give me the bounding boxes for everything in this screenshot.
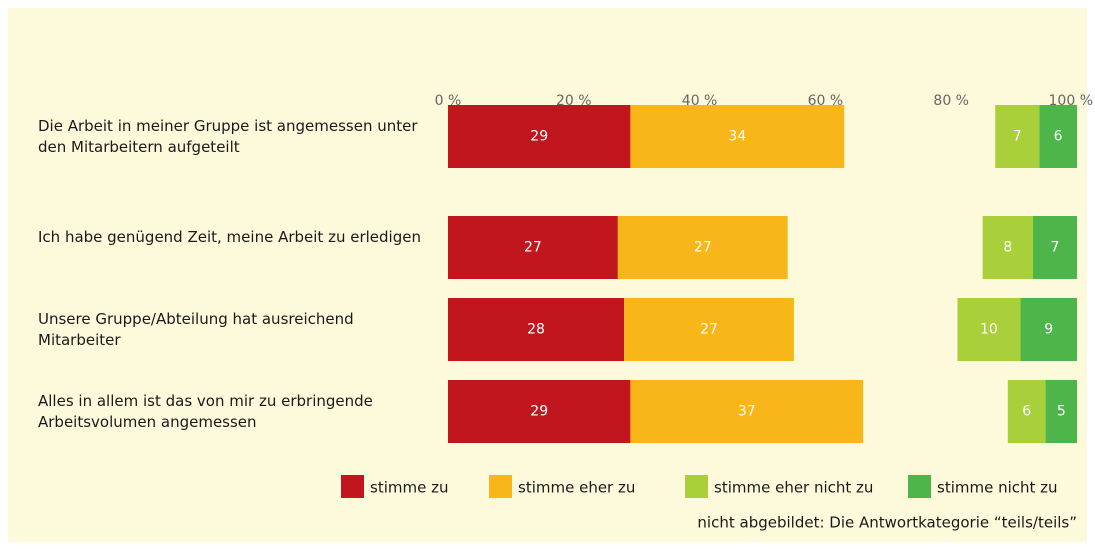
bar-segment (1045, 380, 1077, 443)
legend-swatch (908, 475, 931, 498)
bar-segment (1007, 380, 1046, 443)
value-label: 5 (1057, 404, 1066, 420)
category-label: Alles in allem ist das von mir zu erbrin… (38, 391, 373, 431)
value-label: 6 (1054, 129, 1063, 145)
bar-segment (448, 298, 625, 361)
value-label: 10 (980, 322, 998, 338)
bar-segment (1039, 105, 1077, 168)
value-label: 29 (530, 404, 548, 420)
bar-segment (1032, 216, 1077, 279)
legend-swatch (341, 475, 364, 498)
legend-label: stimme zu (370, 479, 448, 497)
bar-segment (982, 216, 1033, 279)
bar-segment (448, 216, 618, 279)
x-tick-label: 80 % (933, 93, 969, 109)
legend-swatch (489, 475, 512, 498)
value-label: 27 (694, 240, 712, 256)
value-label: 34 (728, 129, 746, 145)
bar-segment (448, 105, 631, 168)
legend-swatch (685, 475, 708, 498)
bar-segment (630, 105, 845, 168)
value-label: 28 (527, 322, 545, 338)
category-label: Unsere Gruppe/Abteilung hat ausreichend … (38, 309, 354, 349)
legend-label: stimme eher zu (518, 479, 635, 497)
legend-label: stimme eher nicht zu (714, 479, 873, 497)
value-label: 37 (738, 404, 756, 420)
value-label: 7 (1051, 240, 1060, 256)
value-label: 27 (700, 322, 718, 338)
value-label: 29 (530, 129, 548, 145)
legend-label: stimme nicht zu (937, 479, 1058, 497)
value-label: 7 (1013, 129, 1022, 145)
value-label: 9 (1044, 322, 1053, 338)
category-label: Ich habe genügend Zeit, meine Arbeit zu … (38, 227, 421, 246)
bar-segment (448, 380, 631, 443)
bar-segment (617, 216, 788, 279)
bar-segment (995, 105, 1040, 168)
bar-segment (1020, 298, 1077, 361)
category-label: Die Arbeit in meiner Gruppe ist angemess… (38, 116, 418, 156)
bar-segment (630, 380, 864, 443)
value-label: 6 (1022, 404, 1031, 420)
value-label: 27 (524, 240, 542, 256)
value-label: 8 (1003, 240, 1012, 256)
bar-segment (624, 298, 794, 361)
bar-segment (957, 298, 1021, 361)
note: nicht abgebildet: Die Antwortkategorie “… (697, 514, 1077, 532)
